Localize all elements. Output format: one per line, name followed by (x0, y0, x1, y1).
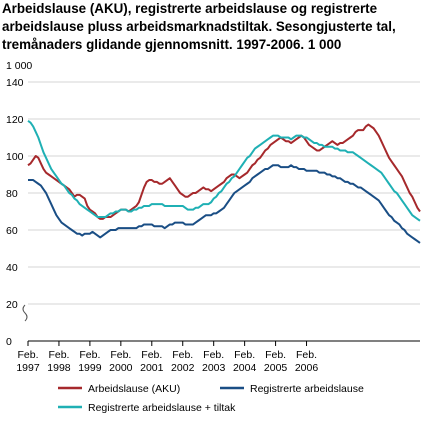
x-tick-year: 2004 (233, 362, 257, 374)
x-tick-year: 2005 (264, 362, 288, 374)
series-line-2 (27, 120, 421, 222)
axis-break (22, 304, 28, 322)
x-axis-ticks: Feb.1997Feb.1998Feb.1999Feb.2000Feb.2001… (16, 341, 318, 374)
x-tick-year: 2002 (171, 362, 195, 374)
x-tick-year: 1999 (78, 362, 102, 374)
y-tick-label: 60 (6, 225, 18, 237)
legend-label: Registrerte arbeidslause (250, 383, 364, 395)
x-tick-label: Feb. (172, 349, 193, 361)
y-tick-label: 120 (6, 114, 24, 126)
y-tick-label: 140 (6, 77, 24, 89)
y-tick-label: 100 (6, 151, 24, 163)
x-tick-label: Feb. (234, 349, 255, 361)
x-tick-year: 1998 (47, 362, 71, 374)
x-tick-label: Feb. (296, 349, 317, 361)
x-tick-label: Feb. (79, 349, 100, 361)
legend: Arbeidslause (AKU) Registrerte arbeidslau… (58, 383, 364, 414)
y-axis-ticks: 0 20 40 60 80 100 120 140 (6, 77, 24, 348)
gridlines (28, 81, 420, 342)
x-tick-year: 2001 (140, 362, 164, 374)
y-tick-label: 0 (6, 336, 12, 348)
series-lines (27, 120, 421, 244)
y-axis-unit: 1 000 (6, 60, 32, 72)
x-tick-label: Feb. (203, 349, 224, 361)
x-tick-label: Feb. (110, 349, 131, 361)
series-line-0 (27, 123, 421, 220)
x-tick-year: 1997 (16, 362, 40, 374)
x-tick-label: Feb. (48, 349, 69, 361)
series-line-1 (28, 164, 421, 244)
x-tick-label: Feb. (141, 349, 162, 361)
x-tick-year: 2000 (109, 362, 133, 374)
x-tick-label: Feb. (17, 349, 38, 361)
y-tick-label: 40 (6, 262, 18, 274)
legend-label: Arbeidslause (AKU) (88, 383, 180, 395)
y-tick-label: 80 (6, 188, 18, 200)
chart-title: Arbeidslause (AKU), registrerte arbeidsl… (2, 1, 396, 52)
y-tick-label: 20 (6, 299, 18, 311)
x-tick-label: Feb. (265, 349, 286, 361)
x-tick-year: 2003 (202, 362, 226, 374)
legend-label: Registrerte arbeidslause + tiltak (88, 402, 236, 414)
x-tick-year: 2006 (295, 362, 319, 374)
axis-break-mark (22, 304, 28, 322)
